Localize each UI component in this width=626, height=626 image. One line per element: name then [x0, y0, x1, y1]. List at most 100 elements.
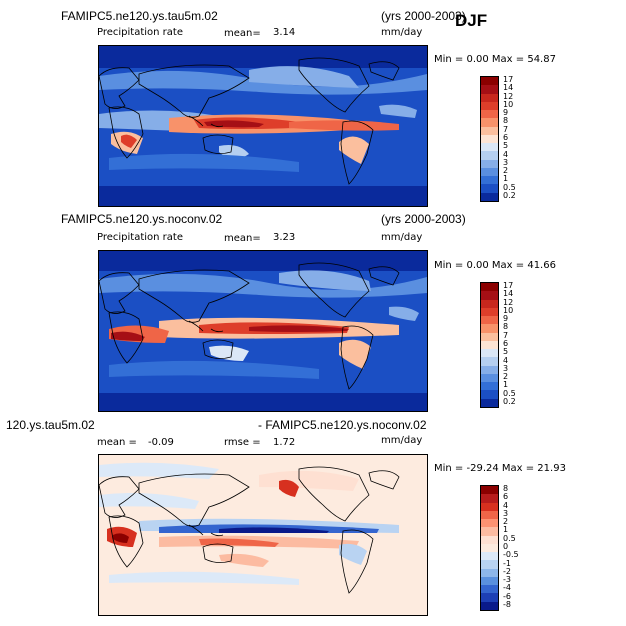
panel-1-mean-value: 3.14 [273, 27, 296, 38]
panel-2-colorbar [480, 282, 499, 408]
colorbar-swatch [481, 167, 498, 177]
colorbar-swatch [481, 126, 498, 136]
colorbar-tick-label: -0.5 [503, 550, 519, 560]
colorbar-swatch [481, 299, 498, 309]
colorbar-swatch [481, 184, 498, 194]
colorbar-tick-label: 8 [503, 322, 509, 332]
colorbar-swatch [481, 110, 498, 119]
colorbar-tick-label: 4 [503, 500, 509, 510]
colorbar-swatch [481, 349, 498, 358]
panel-1-map [98, 45, 428, 207]
colorbar-tick-label: -4 [503, 583, 511, 593]
colorbar-swatch [481, 593, 498, 603]
colorbar-swatch [481, 101, 498, 111]
panel-1-colorbar-labels: 17 14 12 10 9 8 7 6 5 4 3 2 1 0.5 0.2 [503, 76, 543, 200]
colorbar-tick-label: -8 [503, 599, 511, 609]
colorbar-tick-label: -6 [503, 591, 511, 601]
panel-2-map [98, 250, 428, 412]
panel-1-variable: Precipitation rate [97, 27, 183, 38]
colorbar-tick-label: 1 [503, 380, 509, 390]
precip-map-noconv [99, 251, 427, 411]
panel-2-units: mm/day [381, 232, 423, 243]
colorbar-tick-label: 3 [503, 508, 509, 518]
colorbar-tick-label: 12 [503, 297, 514, 307]
panel-2-variable: Precipitation rate [97, 232, 183, 243]
colorbar-swatch [481, 382, 498, 391]
panel-3-rmse-label: rmse = [224, 437, 261, 448]
panel-3-mean-value: -0.09 [148, 437, 174, 448]
colorbar-tick-label: 9 [503, 108, 509, 118]
colorbar-tick-label: 6 [503, 339, 509, 348]
panel-3-case-left: 120.ys.tau5m.02 [6, 418, 95, 432]
colorbar-swatch [481, 365, 498, 375]
colorbar-tick-label: 2 [503, 166, 509, 176]
colorbar-tick-label: 17 [503, 75, 514, 85]
panel-3-minmax: Min = -29.24 Max = 21.93 [434, 463, 566, 474]
colorbar-tick-label: -2 [503, 566, 511, 576]
colorbar-tick-label: 10 [503, 305, 514, 315]
colorbar-swatch [481, 510, 498, 520]
colorbar-swatch [481, 118, 498, 128]
colorbar-swatch [481, 85, 498, 95]
colorbar-swatch [481, 77, 498, 86]
colorbar-swatch [481, 552, 498, 561]
panel-1-minmax: Min = 0.00 Max = 54.87 [434, 54, 556, 65]
colorbar-swatch [481, 486, 498, 495]
colorbar-swatch [481, 494, 498, 504]
colorbar-tick-label: 8 [503, 116, 509, 126]
panel-3-units: mm/day [381, 435, 423, 446]
colorbar-swatch [481, 192, 498, 202]
panel-3-colorbar-labels: 8 6 4 3 2 1 0.5 0 -0.5 -1 -2 -3 -4 -6 -8 [503, 485, 543, 609]
colorbar-swatch [481, 316, 498, 325]
colorbar-swatch [481, 535, 498, 545]
panel-1-mean-label: mean= [224, 28, 261, 39]
colorbar-tick-label: 0.5 [503, 533, 516, 543]
colorbar-swatch [481, 159, 498, 169]
precip-map-tau5m [99, 46, 427, 206]
colorbar-tick-label: 0 [503, 542, 509, 551]
colorbar-tick-label: 5 [503, 347, 509, 357]
colorbar-tick-label: 6 [503, 133, 509, 142]
colorbar-swatch [481, 373, 498, 383]
colorbar-swatch [481, 390, 498, 400]
panel-3-map [98, 454, 428, 616]
colorbar-tick-label: 5 [503, 141, 509, 151]
colorbar-tick-label: 1 [503, 525, 509, 535]
panel-2-years: (yrs 2000-2003) [381, 212, 466, 226]
panel-2-mean-label: mean= [224, 233, 261, 244]
colorbar-tick-label: 17 [503, 281, 514, 291]
colorbar-swatch [481, 560, 498, 570]
colorbar-swatch [481, 543, 498, 553]
colorbar-tick-label: 4 [503, 355, 509, 365]
colorbar-tick-label: 0.2 [503, 190, 516, 200]
colorbar-swatch [481, 576, 498, 586]
colorbar-swatch [481, 519, 498, 528]
panel-3-rmse-value: 1.72 [273, 437, 296, 448]
colorbar-swatch [481, 527, 498, 537]
colorbar-swatch [481, 143, 498, 152]
colorbar-swatch [481, 340, 498, 350]
colorbar-tick-label: 9 [503, 314, 509, 324]
colorbar-tick-label: 7 [503, 124, 509, 134]
colorbar-swatch [481, 324, 498, 334]
colorbar-tick-label: 0.5 [503, 388, 516, 398]
colorbar-tick-label: -3 [503, 575, 511, 585]
colorbar-tick-label: 4 [503, 149, 509, 159]
colorbar-swatch [481, 568, 498, 578]
panel-1-case-title: FAMIPC5.ne120.ys.tau5m.02 [61, 9, 218, 23]
colorbar-tick-label: 2 [503, 517, 509, 527]
colorbar-tick-label: 10 [503, 99, 514, 109]
colorbar-swatch [481, 176, 498, 185]
colorbar-tick-label: 12 [503, 91, 514, 101]
colorbar-tick-label: 0.2 [503, 396, 516, 406]
colorbar-swatch [481, 601, 498, 611]
colorbar-swatch [481, 332, 498, 342]
colorbar-tick-label: 0.5 [503, 182, 516, 192]
colorbar-tick-label: 7 [503, 330, 509, 340]
colorbar-tick-label: 2 [503, 372, 509, 382]
panel-1-colorbar [480, 76, 499, 202]
colorbar-swatch [481, 283, 498, 292]
panel-1-units: mm/day [381, 27, 423, 38]
colorbar-swatch [481, 93, 498, 103]
panel-1-years: (yrs 2000-2003) [381, 9, 466, 23]
